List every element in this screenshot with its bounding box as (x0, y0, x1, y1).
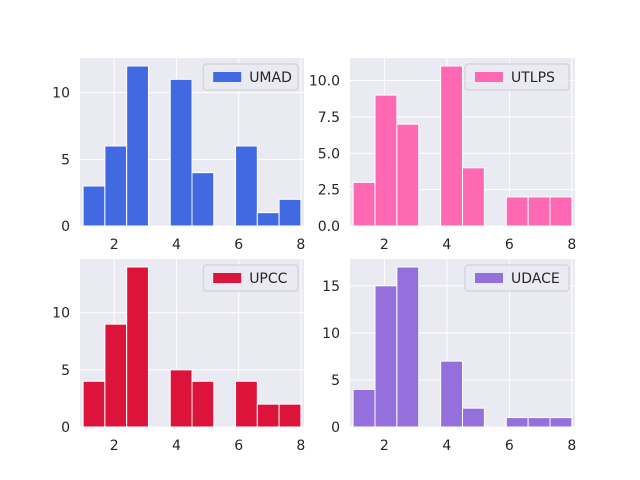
y-tick-label: 15 (322, 279, 340, 295)
x-tick-label: 2 (110, 237, 119, 253)
histogram-bar (126, 266, 149, 428)
legend-swatch (475, 273, 503, 283)
histogram-bar (505, 196, 529, 227)
x-tick-label: 4 (172, 237, 181, 253)
y-tick-label: 5 (61, 152, 70, 168)
legend-swatch (213, 273, 242, 283)
histogram-bar (126, 65, 149, 227)
histogram-bar (104, 145, 128, 227)
y-tick-label: 0 (61, 219, 70, 235)
histogram-bar (235, 380, 258, 428)
y-tick-label: 10 (52, 306, 70, 322)
x-tick-label: 6 (234, 438, 243, 454)
x-tick-label: 4 (442, 438, 451, 454)
y-tick-label: 10.0 (309, 74, 340, 90)
x-tick-label: 6 (234, 237, 243, 253)
x-tick-label: 6 (505, 438, 514, 454)
y-tick-label: 0 (61, 420, 70, 436)
legend-swatch (213, 72, 242, 82)
histogram-bar (374, 285, 398, 428)
y-tick-label: 10 (322, 326, 340, 342)
legend-label: UTLPS (511, 70, 555, 86)
x-tick-label: 4 (442, 237, 451, 253)
legend-label: UDACE (511, 271, 560, 287)
legend-label: UPCC (249, 271, 287, 287)
histogram-bar (169, 78, 193, 227)
subplot-top-right: 2 4 6 8 0.0 2.5 5.0 7.5 10.0 UTLPS (309, 58, 576, 253)
histogram-bar (462, 407, 485, 428)
histogram-bar (191, 172, 215, 227)
legend: UDACE (464, 264, 570, 292)
histogram-bar (256, 212, 280, 227)
histogram-bar (256, 403, 280, 428)
histogram-bar (374, 94, 398, 227)
x-tick-label: 8 (567, 237, 576, 253)
histogram-bar (549, 417, 573, 428)
histogram-bar (104, 323, 128, 428)
histogram-bar (278, 198, 302, 227)
histogram-bar (278, 403, 302, 428)
histogram-bar (235, 145, 258, 227)
histogram-bar (169, 369, 193, 428)
histogram-bar (549, 196, 573, 227)
histogram-bar (440, 65, 463, 227)
histogram-bar (396, 266, 420, 428)
y-tick-label: 2.5 (318, 183, 340, 199)
legend-frame (464, 63, 570, 91)
histogram-bar (527, 417, 551, 428)
legend-frame (464, 264, 570, 292)
x-tick-label: 8 (296, 237, 305, 253)
histogram-bar (191, 380, 215, 428)
x-tick-label: 6 (505, 237, 514, 253)
histogram-bar (82, 380, 106, 428)
x-tick-label: 2 (380, 438, 389, 454)
histogram-bar (352, 181, 376, 227)
legend-label: UMAD (249, 70, 292, 86)
histogram-bar (462, 167, 485, 227)
legend-frame (202, 264, 299, 292)
y-tick-label: 0.0 (318, 219, 340, 235)
legend: UPCC (202, 264, 299, 292)
subplot-top-left: 2 4 6 8 0 5 10 UMAD (52, 58, 305, 253)
subplot-bottom-right: 2 4 6 8 0 5 10 15 UDACE (322, 259, 576, 454)
y-tick-label: 7.5 (318, 110, 340, 126)
legend-frame (202, 63, 299, 91)
histogram-bar (505, 417, 529, 428)
legend-swatch (475, 72, 503, 82)
y-tick-label: 5 (61, 363, 70, 379)
histogram-bar (352, 388, 376, 428)
histogram-bar (440, 360, 463, 428)
y-tick-label: 5 (331, 373, 340, 389)
legend: UMAD (202, 63, 299, 91)
y-tick-label: 0 (331, 420, 340, 436)
histogram-bar (396, 123, 420, 227)
y-tick-label: 5.0 (318, 146, 340, 162)
histogram-bar (527, 196, 551, 227)
x-tick-label: 2 (110, 438, 119, 454)
y-tick-label: 10 (52, 86, 70, 102)
x-tick-label: 2 (380, 237, 389, 253)
histogram-bar (82, 185, 106, 227)
legend: UTLPS (464, 63, 570, 91)
x-tick-label: 4 (172, 438, 181, 454)
x-tick-label: 8 (567, 438, 576, 454)
x-tick-label: 8 (296, 438, 305, 454)
subplot-bottom-left: 2 4 6 8 0 5 10 UPCC (52, 259, 305, 454)
